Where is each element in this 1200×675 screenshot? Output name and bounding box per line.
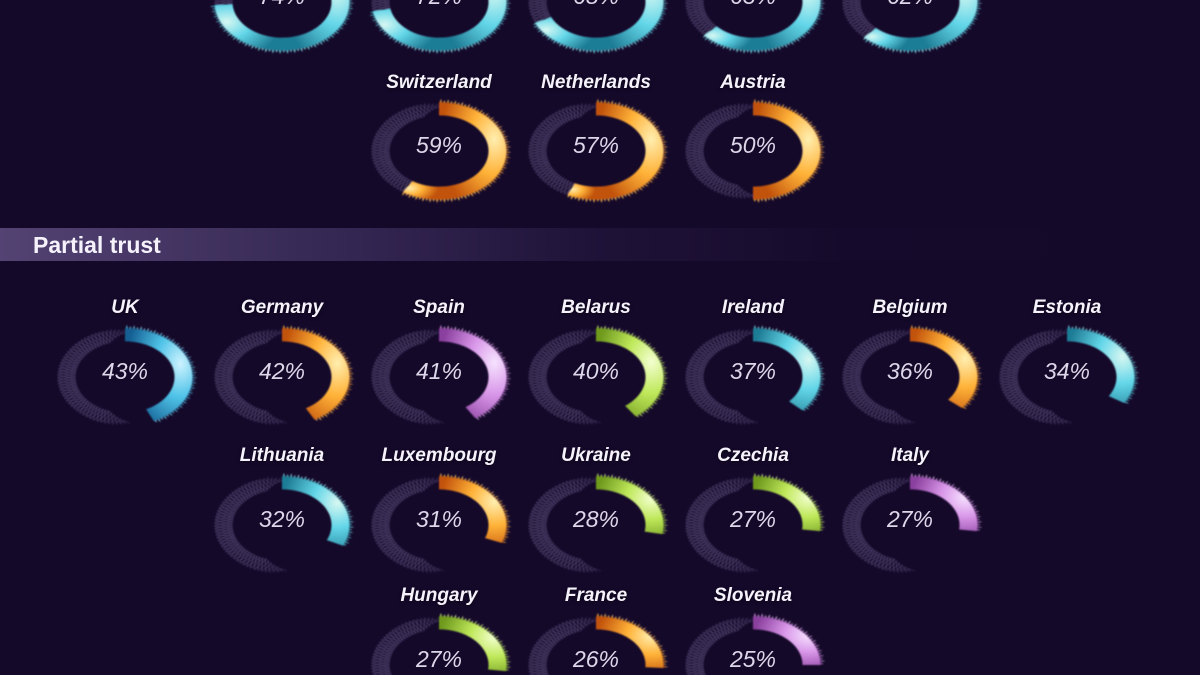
svg-text:34%: 34% bbox=[1044, 358, 1090, 384]
svg-text:27%: 27% bbox=[415, 646, 462, 672]
svg-text:74%: 74% bbox=[259, 0, 305, 9]
svg-text:59%: 59% bbox=[416, 132, 462, 158]
svg-text:25%: 25% bbox=[729, 646, 776, 672]
svg-text:41%: 41% bbox=[416, 358, 462, 384]
svg-text:42%: 42% bbox=[259, 358, 305, 384]
svg-text:28%: 28% bbox=[572, 506, 619, 532]
svg-text:26%: 26% bbox=[572, 646, 619, 672]
svg-text:57%: 57% bbox=[573, 132, 619, 158]
svg-text:31%: 31% bbox=[416, 506, 462, 532]
svg-text:37%: 37% bbox=[730, 358, 776, 384]
svg-text:36%: 36% bbox=[887, 358, 933, 384]
svg-text:27%: 27% bbox=[886, 506, 933, 532]
svg-text:27%: 27% bbox=[729, 506, 776, 532]
svg-text:63%: 63% bbox=[730, 0, 776, 9]
svg-text:62%: 62% bbox=[887, 0, 933, 9]
svg-text:72%: 72% bbox=[416, 0, 462, 9]
svg-text:40%: 40% bbox=[573, 358, 619, 384]
svg-text:68%: 68% bbox=[573, 0, 619, 9]
svg-text:50%: 50% bbox=[730, 132, 776, 158]
svg-text:43%: 43% bbox=[102, 358, 148, 384]
svg-text:32%: 32% bbox=[259, 506, 305, 532]
